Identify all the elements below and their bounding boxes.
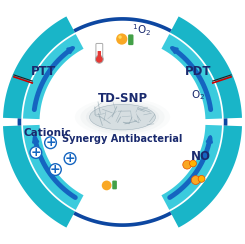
Polygon shape [23,125,84,210]
Text: +: + [65,152,75,165]
Circle shape [45,137,56,149]
Circle shape [49,164,61,175]
Circle shape [191,176,200,184]
Text: NO: NO [191,150,211,163]
FancyBboxPatch shape [96,43,103,60]
Polygon shape [18,118,21,126]
Polygon shape [224,118,227,126]
Text: +: + [31,146,41,159]
Polygon shape [3,16,75,119]
Ellipse shape [90,104,155,130]
Circle shape [102,181,111,190]
Text: Synergy Antibacterial: Synergy Antibacterial [62,134,183,143]
Text: PTT: PTT [31,65,56,79]
Polygon shape [170,16,242,119]
Ellipse shape [86,102,159,132]
Polygon shape [161,34,222,119]
Circle shape [116,33,127,45]
Polygon shape [170,125,242,228]
Text: +: + [45,136,56,149]
Ellipse shape [80,100,165,134]
FancyBboxPatch shape [128,34,134,45]
Text: $^1$O$_2$: $^1$O$_2$ [133,23,152,38]
Polygon shape [161,125,222,210]
Text: TD-SNP: TD-SNP [98,92,147,105]
FancyBboxPatch shape [112,181,117,189]
Text: PDT: PDT [185,65,211,79]
Circle shape [118,35,122,39]
Text: Cationic: Cationic [24,128,71,138]
Circle shape [64,153,76,164]
Text: +: + [50,163,61,176]
Circle shape [30,147,42,158]
Circle shape [190,160,196,167]
Circle shape [95,55,103,63]
Text: O$_2$: O$_2$ [191,88,205,102]
Polygon shape [3,125,75,228]
Polygon shape [73,211,172,227]
Circle shape [183,160,192,169]
Polygon shape [73,17,172,33]
Ellipse shape [75,98,170,136]
FancyBboxPatch shape [98,51,101,59]
Polygon shape [23,34,84,119]
Circle shape [198,175,205,182]
